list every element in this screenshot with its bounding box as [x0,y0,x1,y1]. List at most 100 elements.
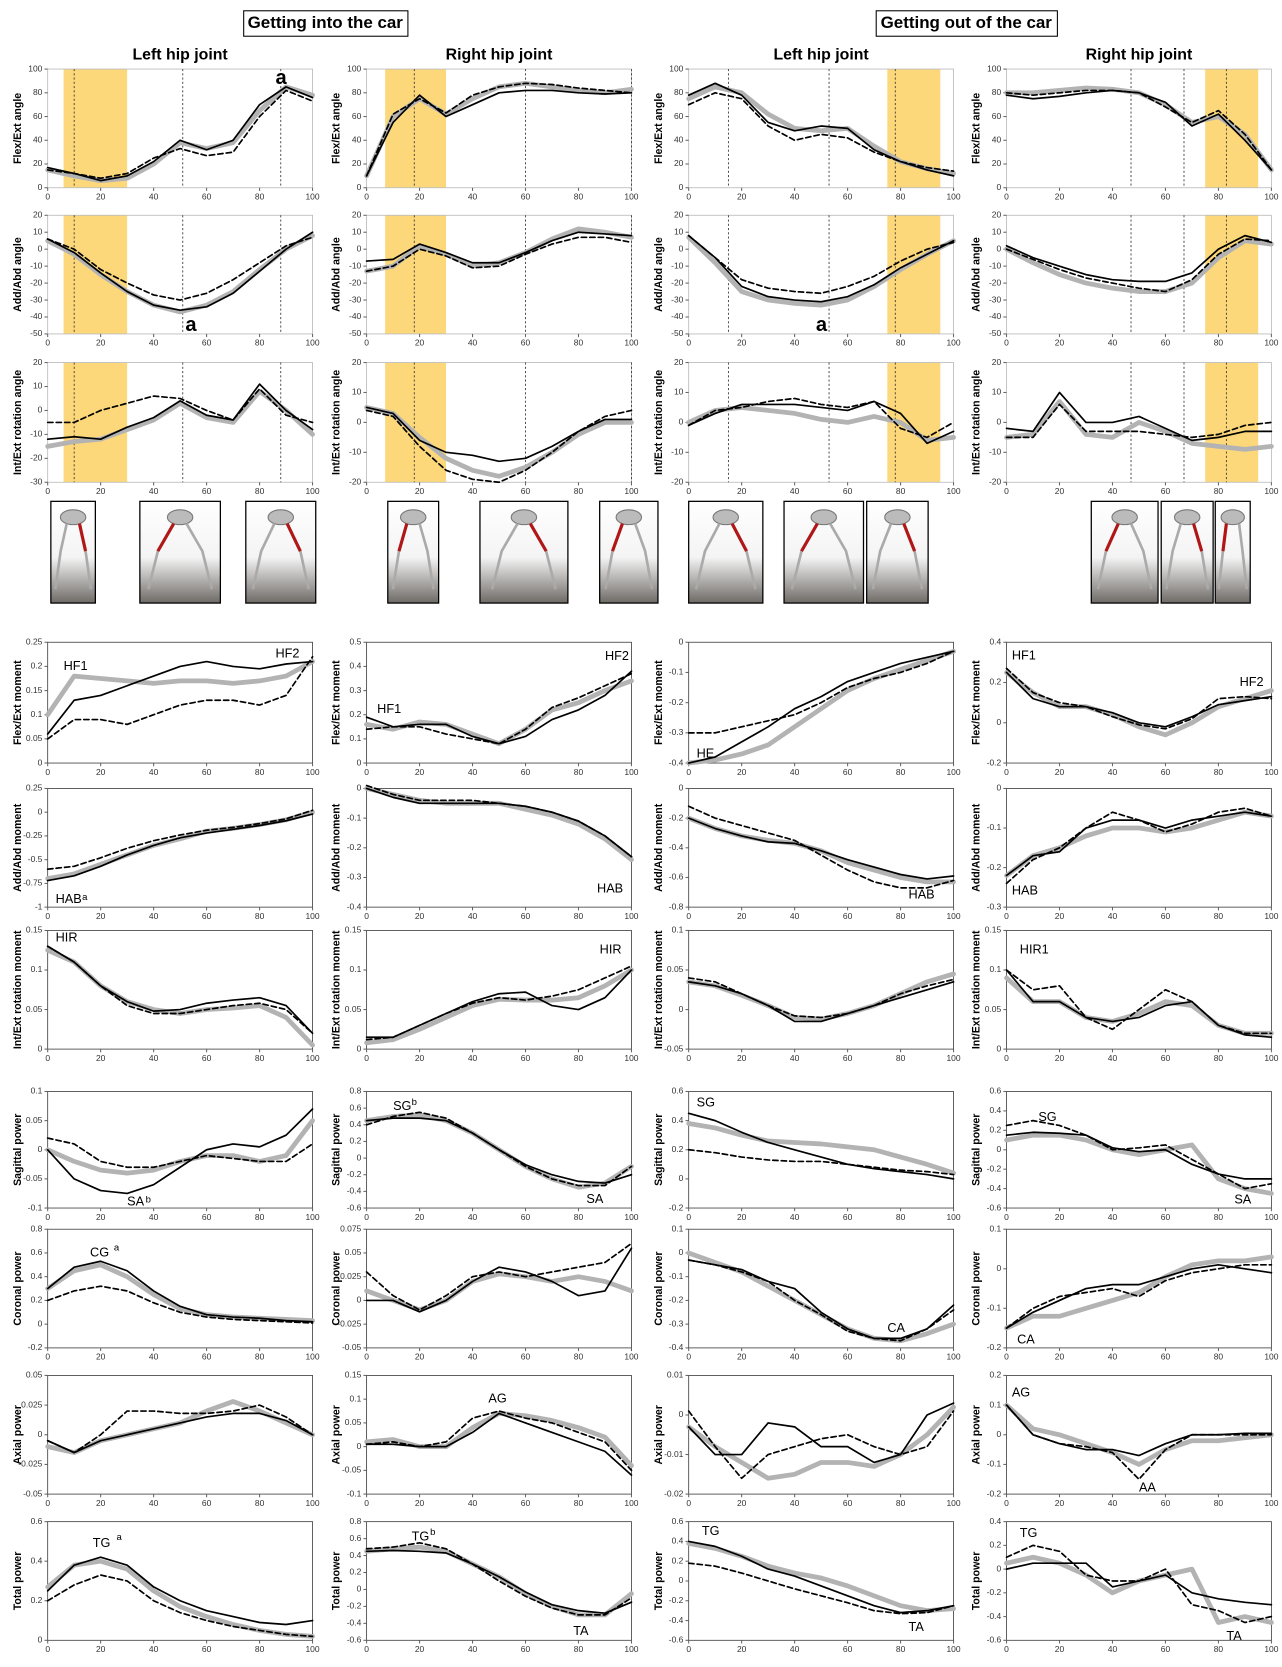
y-tick-label: -20 [989,277,1002,287]
y-tick-label: -0.2 [347,1169,362,1179]
x-tick-label: 40 [149,486,159,496]
annotation: HAB [56,891,82,906]
x-tick-label: 80 [1214,1352,1224,1362]
y-tick-label: -40 [349,311,362,321]
x-tick-label: 100 [1264,911,1278,921]
x-tick-label: 100 [305,1352,319,1362]
x-tick-label: 80 [896,1498,906,1508]
x-tick-label: 40 [790,486,800,496]
y-tick-label: 20 [992,357,1002,367]
y-tick-label: -0.6 [669,872,684,882]
y-tick-label: 40 [352,135,362,145]
x-tick-label: 0 [45,192,50,202]
y-tick-label: 0.1 [350,733,362,743]
x-tick-label: 20 [96,338,106,348]
pelvis [713,510,738,525]
y-axis-label: Int/Ext rotation angle [331,370,343,475]
y-tick-label: 0.6 [31,1516,43,1526]
y-tick-label: -40 [989,311,1002,321]
y-tick-label: -0.2 [28,1342,43,1352]
x-tick-label: 40 [790,1352,800,1362]
annotation: HF1 [1012,648,1036,663]
x-tick-label: 60 [843,486,853,496]
y-tick-label: 10 [992,226,1002,236]
annotation: CG [90,1244,109,1259]
plot-frame [689,1091,954,1208]
x-tick-label: 0 [686,911,691,921]
x-tick-label: 20 [1055,1644,1065,1654]
x-tick-label: 80 [896,192,906,202]
x-tick-label: 20 [415,1352,425,1362]
series-line [367,1413,632,1465]
series-line [689,978,954,1018]
annotation: TG [702,1523,720,1538]
y-tick-label: 0 [997,1563,1002,1573]
pelvis [60,510,85,525]
y-tick-label: 0.4 [350,1119,362,1129]
x-tick-label: 0 [686,767,691,777]
y-tick-label: 10 [352,387,362,397]
chart-panel: -0.200.20.4020406080100Flex/Ext momentHF… [971,636,1279,776]
y-tick-label: 10 [992,387,1002,397]
annotation: b [146,1194,151,1205]
y-tick-label: 0.15 [985,925,1002,935]
y-tick-label: 0.6 [672,1086,684,1096]
x-tick-label: 80 [255,338,265,348]
y-axis-label: Flex/Ext moment [12,660,24,745]
y-tick-label: 0 [38,1635,43,1645]
x-tick-label: 80 [574,767,584,777]
x-tick-label: 60 [843,911,853,921]
annotation: TA [1226,1628,1242,1643]
y-tick-label: 20 [674,158,684,168]
x-tick-label: 60 [1161,767,1171,777]
annotation: HIR [600,942,622,957]
y-tick-label: 0 [679,783,684,793]
y-tick-label: -0.3 [669,1318,684,1328]
y-tick-label: 20 [352,357,362,367]
y-tick-label: 0.15 [345,1370,362,1380]
y-tick-label: 10 [674,387,684,397]
x-tick-label: 80 [255,767,265,777]
y-tick-label: 0 [679,1575,684,1585]
annotation: b [430,1527,435,1538]
x-tick-label: 0 [364,1053,369,1063]
annotation: HF2 [1240,674,1264,689]
annotation: HIR1 [1020,942,1049,957]
y-tick-label: 0.6 [989,1086,1001,1096]
y-tick-label: -0.2 [987,1488,1002,1498]
y-tick-label: 0.5 [350,636,362,646]
x-tick-label: 60 [202,192,212,202]
x-tick-label: 60 [202,338,212,348]
x-tick-label: 100 [1264,767,1278,777]
figure: Getting into the car Getting out of the … [0,0,1282,1667]
x-tick-label: 80 [896,767,906,777]
x-tick-label: 60 [202,1053,212,1063]
y-axis-label: Add/Abd moment [653,803,665,892]
y-axis-label: Add/Abd angle [331,237,343,312]
x-tick-label: 60 [843,192,853,202]
skeleton-image [51,501,95,603]
x-tick-label: 40 [790,338,800,348]
y-axis-label: Add/Abd moment [971,803,983,892]
y-tick-label: 60 [33,111,43,121]
skeleton-image [140,501,221,603]
y-tick-label: 0 [357,1441,362,1451]
y-tick-label: 0.15 [26,925,43,935]
x-tick-label: 80 [574,1352,584,1362]
x-tick-label: 20 [415,338,425,348]
annotation: HF2 [275,646,299,661]
y-tick-label: 100 [669,63,683,73]
plot-frame [1007,1229,1272,1348]
x-tick-label: 0 [1004,1644,1009,1654]
y-tick-label: -0.2 [669,1595,684,1605]
annotation: TA [909,1619,925,1634]
y-tick-label: 20 [992,158,1002,168]
series-line [48,812,313,878]
annotation: SG [393,1098,411,1113]
x-tick-label: 0 [686,1352,691,1362]
x-tick-label: 100 [305,1212,319,1222]
x-tick-label: 0 [364,1498,369,1508]
x-tick-label: 20 [96,767,106,777]
annotation: TG [93,1535,111,1550]
y-tick-label: 0.6 [672,1516,684,1526]
